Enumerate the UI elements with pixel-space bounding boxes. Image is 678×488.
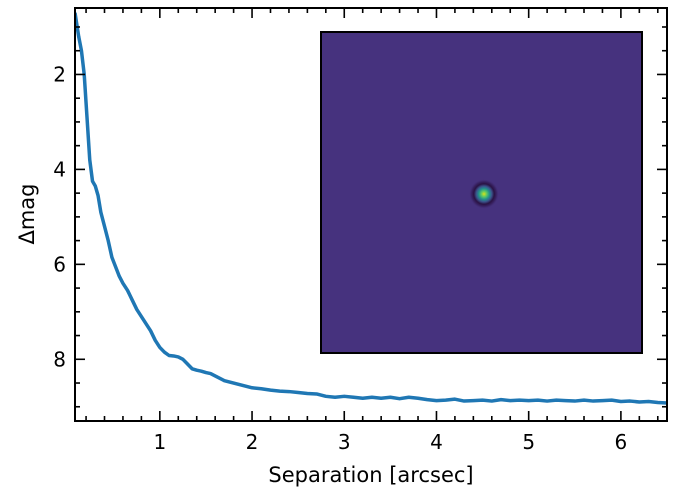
x-tick-label: 2	[246, 430, 259, 454]
x-axis-label: Separation [arcsec]	[268, 463, 473, 487]
plot-frame	[74, 7, 668, 422]
y-tick-label: 2	[53, 62, 66, 86]
x-tick-label: 3	[338, 430, 351, 454]
x-tick-label: 4	[430, 430, 443, 454]
x-tick-label: 5	[522, 430, 535, 454]
series-layer	[75, 12, 667, 405]
y-tick-label: 8	[53, 347, 66, 371]
inset-image	[320, 31, 643, 354]
inset-source	[469, 179, 499, 209]
y-axis-label: Δmag	[15, 183, 39, 244]
y-tick-label: 6	[53, 252, 66, 276]
series-line-0	[75, 12, 667, 405]
x-tick-label: 1	[153, 430, 166, 454]
y-tick-label: 4	[53, 157, 66, 181]
x-tick-label: 6	[615, 430, 628, 454]
